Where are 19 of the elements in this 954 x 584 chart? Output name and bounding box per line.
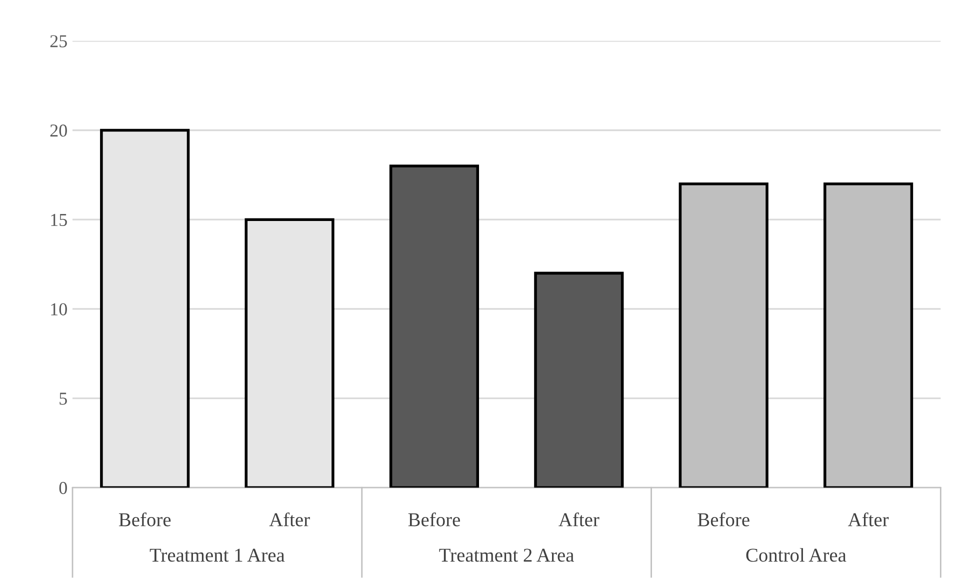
x-tick-label: Before [118,512,171,526]
text: Treatment 2 Area [439,548,574,562]
x-tick-label: After [558,512,600,526]
text: Control Area [746,548,846,562]
x-tick-label: After [269,512,310,526]
bar [100,128,190,488]
y-tick-label: 15 [51,214,67,226]
bar [534,272,624,488]
bar [244,218,334,488]
x-tick-label: Before [698,512,750,526]
x-tick-label: Before [408,512,460,526]
y-tick-label: 5 [60,392,67,405]
y-tick-label: 0 [59,482,67,494]
text: Treatment 1 Area [150,548,285,562]
y-tick-label: 10 [51,303,67,316]
y-tick-label: 25 [50,35,67,48]
bar [389,164,480,488]
x-tick-label: After [848,512,889,526]
y-tick-label: 20 [50,124,67,137]
